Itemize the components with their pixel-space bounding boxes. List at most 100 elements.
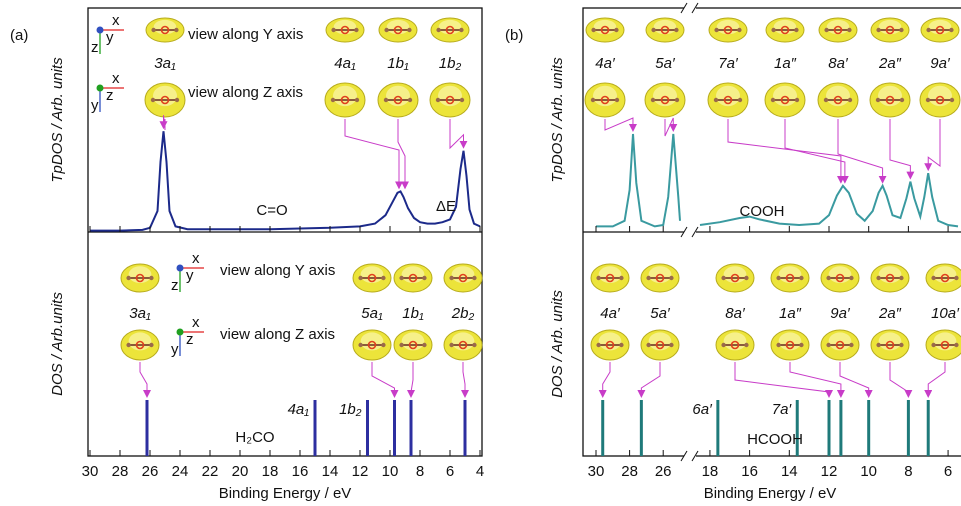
axis-letter: z (91, 39, 99, 56)
stick-label: 6a′ (692, 401, 713, 418)
atom (795, 98, 799, 102)
y-axis-title: DOS / Arb.units (49, 292, 66, 396)
x-tick-label: 6 (944, 463, 952, 480)
atom (899, 276, 903, 280)
view-label: view along Y axis (188, 26, 303, 43)
connector (928, 362, 945, 396)
x-tick-label: 16 (741, 463, 758, 480)
y-axis-title: DOS / Arb. units (549, 290, 566, 398)
x-tick-label: 10 (860, 463, 877, 480)
x-tick-label: 4 (476, 463, 484, 480)
x-tick-label: 18 (262, 463, 279, 480)
connector (641, 362, 660, 396)
connector (785, 119, 845, 182)
orbital-label: 1a″ (779, 305, 802, 322)
atom (149, 343, 153, 347)
orbital-label: 2b₂ (451, 305, 475, 322)
x-tick-label: 10 (382, 463, 399, 480)
atom (422, 343, 426, 347)
axis-letter: y (171, 341, 179, 358)
x-tick-label: 20 (232, 463, 249, 480)
atom (674, 28, 678, 32)
atom (175, 98, 179, 102)
connector (450, 119, 464, 148)
atom (876, 276, 880, 280)
atom (849, 343, 853, 347)
atom (149, 276, 153, 280)
atom (771, 28, 775, 32)
atom (651, 98, 655, 102)
view-label: view along Y axis (220, 262, 335, 279)
atom (949, 28, 953, 32)
atom (799, 276, 803, 280)
atom (399, 276, 403, 280)
atom (926, 98, 930, 102)
atom (384, 28, 388, 32)
atom (460, 98, 464, 102)
orbital-label: 9a′ (930, 55, 951, 72)
x-tick-label: 24 (172, 463, 189, 480)
axis-dot (177, 265, 184, 272)
connector (735, 362, 829, 396)
x-tick-label: 30 (588, 463, 605, 480)
orbital-label: 9a′ (830, 305, 851, 322)
atom (399, 343, 403, 347)
atom (354, 28, 358, 32)
connector (345, 119, 399, 187)
atom (472, 276, 476, 280)
atom (714, 98, 718, 102)
orbital-label: 1b₁ (387, 55, 409, 72)
orbital-label: 4a′ (600, 305, 621, 322)
x-tick-label: 30 (82, 463, 99, 480)
atom (950, 98, 954, 102)
axis-letter: x (192, 314, 200, 331)
atom (615, 98, 619, 102)
axis-letter: y (106, 29, 114, 46)
connector (603, 362, 610, 396)
atom (737, 28, 741, 32)
x-tick-label: 18 (702, 463, 719, 480)
stick-label: 1b₂ (339, 401, 362, 418)
axis-letter: z (171, 277, 179, 294)
atom (824, 98, 828, 102)
annotation: COOH (740, 203, 785, 220)
atom (619, 343, 623, 347)
panel-label: (b) (505, 27, 523, 44)
orbital-label: 8a′ (828, 55, 849, 72)
atom (826, 343, 830, 347)
connector (728, 119, 841, 182)
orbital-label: 5a′ (655, 55, 676, 72)
atom (151, 98, 155, 102)
x-tick-label: 26 (655, 463, 672, 480)
axis-dot (97, 85, 104, 92)
axis-letter: x (112, 12, 120, 29)
connector (790, 362, 841, 396)
atom (591, 28, 595, 32)
atom (449, 276, 453, 280)
atom (847, 28, 851, 32)
panel-label: (a) (10, 27, 28, 44)
x-tick-label: 12 (352, 463, 369, 480)
connector (411, 362, 413, 396)
orbital-label: 10a′ (931, 305, 960, 322)
x-tick-label: 28 (112, 463, 129, 480)
molecule-label: H₂CO (235, 429, 274, 446)
atom (826, 276, 830, 280)
atom (771, 98, 775, 102)
atom (776, 343, 780, 347)
view-label: view along Z axis (188, 84, 303, 101)
atom (776, 276, 780, 280)
atom (331, 98, 335, 102)
x-axis-title: Binding Energy / eV (704, 485, 837, 502)
axis-letter: y (186, 267, 194, 284)
atom (926, 28, 930, 32)
atom (721, 343, 725, 347)
orbital-label: 5a₁ (361, 305, 383, 322)
connector (890, 362, 908, 396)
atom (591, 98, 595, 102)
orbital-label: 3a₁ (154, 55, 176, 72)
x-axis-title: Binding Energy / eV (219, 485, 352, 502)
atom (459, 28, 463, 32)
atom (331, 28, 335, 32)
y-axis-title: TpDOS / Arb. units (49, 57, 66, 183)
